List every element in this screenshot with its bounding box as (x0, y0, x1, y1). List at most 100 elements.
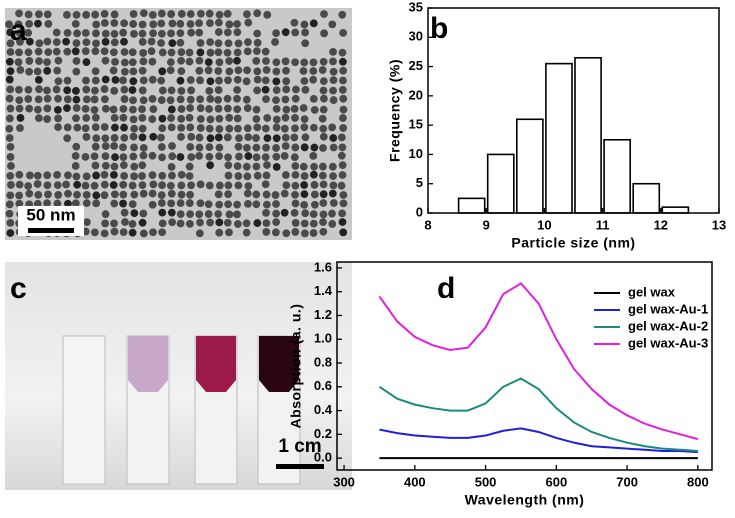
nanoparticle (214, 48, 223, 57)
nanoparticle (206, 19, 214, 27)
nanoparticle (6, 191, 15, 200)
nanoparticle (53, 181, 62, 190)
nanoparticle (225, 228, 233, 237)
nanoparticle (281, 28, 290, 37)
nanoparticle (176, 153, 185, 161)
nanoparticle (301, 133, 310, 142)
nanoparticle (54, 123, 62, 132)
nanoparticle (206, 77, 215, 86)
nanoparticle (43, 58, 51, 67)
nanoparticle (263, 134, 272, 143)
nanoparticle (148, 10, 157, 19)
nanoparticle (167, 199, 176, 208)
nanoparticle (119, 143, 127, 152)
nanoparticle (224, 76, 232, 85)
nanoparticle (234, 66, 243, 75)
nanoparticle (138, 29, 147, 38)
nanoparticle (6, 104, 15, 113)
nanoparticle (33, 199, 42, 208)
nanoparticle (224, 161, 233, 170)
nanoparticle (63, 123, 72, 132)
nanoparticle (100, 170, 109, 179)
nanoparticle (215, 76, 223, 85)
nanoparticle (253, 171, 262, 180)
bar (486, 153, 515, 214)
nanoparticle (100, 47, 109, 56)
nanoparticle (101, 219, 110, 228)
nanoparticle (252, 47, 261, 55)
nanoparticle (138, 114, 147, 122)
nanoparticle (54, 114, 63, 123)
nanoparticle (121, 67, 129, 76)
nanoparticle (205, 86, 214, 95)
nanoparticle (157, 39, 165, 47)
nanoparticle (309, 58, 318, 67)
nanoparticle (205, 143, 214, 151)
nanoparticle (329, 67, 338, 76)
legend-label: gel wax-Au-2 (628, 318, 708, 333)
nanoparticle (63, 104, 71, 113)
x-tick-label: 300 (333, 474, 355, 489)
nanoparticle (206, 48, 215, 57)
bar (661, 206, 690, 214)
nanoparticle (109, 66, 118, 75)
nanoparticle (15, 29, 24, 38)
nanoparticle (24, 85, 33, 94)
nanoparticle (82, 58, 91, 66)
nanoparticle (15, 9, 23, 18)
nanoparticle (92, 199, 101, 208)
nanoparticle (43, 171, 52, 180)
nanoparticle (138, 105, 146, 114)
nanoparticle (72, 67, 81, 76)
nanoparticle (121, 218, 129, 226)
nanoparticle (81, 181, 90, 190)
nanoparticle (166, 66, 175, 75)
nanoparticle (5, 94, 14, 103)
nanoparticle (81, 47, 90, 56)
nanoparticle (15, 85, 23, 94)
nanoparticle (64, 199, 72, 208)
cuvette-liquid (259, 336, 299, 392)
nanoparticle (291, 219, 300, 227)
nanoparticle (215, 10, 224, 19)
nanoparticle (338, 209, 347, 218)
nanoparticle (34, 19, 42, 28)
nanoparticle (139, 151, 148, 160)
nanoparticle (281, 57, 290, 66)
line (379, 427, 698, 454)
nanoparticle (214, 133, 223, 142)
nanoparticle (300, 190, 309, 199)
nanoparticle (223, 28, 232, 37)
nanoparticle (35, 39, 44, 48)
nanoparticle (243, 172, 252, 181)
nanoparticle (262, 95, 270, 104)
nanoparticle (120, 85, 129, 94)
nanoparticle (176, 76, 185, 85)
nanoparticle (262, 66, 271, 74)
nanoparticle (215, 218, 224, 227)
bar (545, 62, 573, 214)
nanoparticle (318, 171, 327, 180)
nanoparticle (320, 94, 328, 103)
y-tick-label: 1.6 (314, 259, 332, 274)
nanoparticle (176, 219, 185, 228)
nanoparticle (272, 144, 280, 152)
x-axis-title: Wavelength (nm) (465, 492, 585, 508)
nanoparticle (271, 38, 279, 46)
nanoparticle (205, 9, 214, 18)
nanoparticle (291, 170, 300, 179)
nanoparticle (319, 124, 328, 133)
nanoparticle (280, 189, 289, 198)
nanoparticle (130, 190, 139, 199)
nanoparticle (234, 142, 243, 151)
nanoparticle (119, 228, 128, 237)
nanoparticle (72, 39, 81, 48)
cuvette (62, 335, 106, 485)
y-tick-label: 0.8 (314, 354, 332, 369)
nanoparticle (71, 199, 80, 208)
nanoparticle (54, 56, 63, 65)
nanoparticle (138, 124, 147, 133)
nanoparticle (187, 86, 196, 95)
nanoparticle (139, 49, 148, 57)
nanoparticle (206, 218, 214, 227)
